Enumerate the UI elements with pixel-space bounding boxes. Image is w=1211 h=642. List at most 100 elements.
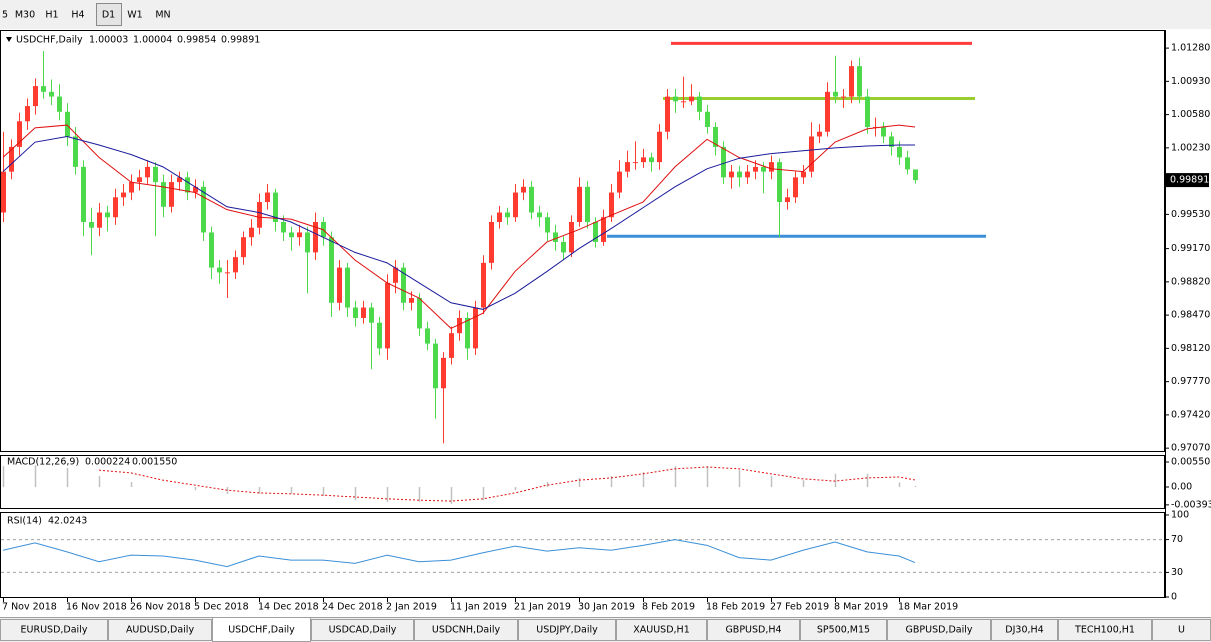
indicator-tick-label: 100: [1171, 510, 1189, 521]
timeframe-button[interactable]: H1: [45, 10, 58, 21]
chart-tab-label[interactable]: AUDUSD,Daily: [126, 625, 195, 636]
x-tick-label: 24 Dec 2018: [322, 602, 383, 613]
candle-body: [41, 86, 46, 92]
candle-body: [297, 232, 302, 238]
x-tick-label: 21 Jan 2019: [514, 602, 571, 613]
chart-tab: [887, 619, 991, 641]
chart-tab-label[interactable]: GBPUSD,Daily: [906, 625, 973, 636]
candle-body: [185, 177, 190, 193]
chart-tab-label[interactable]: GBPUSD,H4: [725, 625, 781, 636]
candle-body: [25, 106, 30, 122]
candle-body: [73, 136, 78, 167]
candle-body: [825, 91, 830, 132]
candle-body: [681, 101, 686, 103]
candle-body: [377, 322, 382, 349]
x-tick-label: 7 Nov 2018: [2, 602, 57, 613]
candle-body: [561, 241, 566, 253]
chart-tab-label[interactable]: USDCNH,Daily: [432, 625, 501, 636]
y-tick-label: 0.99170: [1171, 243, 1210, 254]
candle-body: [601, 217, 606, 242]
chart-tab-label[interactable]: XAUUSD,H1: [633, 625, 689, 636]
timeframe-button[interactable]: MN: [155, 10, 170, 21]
x-tick-label: 8 Mar 2019: [834, 602, 888, 613]
candle-body: [113, 197, 118, 218]
candle-body: [337, 267, 342, 303]
candle-body: [409, 298, 414, 303]
candle-body: [313, 221, 318, 253]
chart-tab-label[interactable]: U: [1178, 625, 1185, 636]
candle-body: [1, 171, 6, 213]
candle-body: [905, 157, 910, 170]
candle-body: [609, 192, 614, 218]
chart-tab: [800, 619, 887, 641]
chart-tab-label[interactable]: USDJPY,Daily: [536, 625, 598, 636]
candle-body: [393, 267, 398, 283]
chart-tab-label[interactable]: USDCHF,Daily: [228, 625, 295, 636]
candle-body: [513, 192, 518, 218]
candle-body: [777, 162, 782, 203]
timeframe-button[interactable]: H4: [71, 10, 84, 21]
candle-body: [361, 307, 366, 318]
candle-body: [889, 136, 894, 147]
candle-body: [65, 111, 70, 137]
timeframe-button[interactable]: W1: [127, 10, 142, 21]
ohlc-close: 0.99891: [221, 35, 260, 46]
candle-body: [729, 171, 734, 178]
candle-body: [353, 307, 358, 318]
y-tick-label: 1.00930: [1171, 76, 1210, 87]
toolbar-bg: [0, 0, 1211, 29]
candle-body: [913, 169, 918, 181]
candle-body: [569, 221, 574, 253]
candle-body: [721, 146, 726, 178]
candle-body: [129, 182, 134, 193]
candle-body: [89, 221, 94, 228]
macd-signal-value: 0.001550: [132, 457, 177, 468]
chart-tab-label[interactable]: SP500,M15: [817, 625, 870, 636]
rsi-line: [2, 539, 916, 568]
candle-body: [433, 343, 438, 389]
chart-tab: [414, 619, 518, 641]
timeframe-button[interactable]: M30: [15, 10, 35, 21]
candle-body: [145, 166, 150, 178]
moving-average-line: [2, 135, 915, 310]
x-tick-label: 30 Jan 2019: [578, 602, 635, 613]
candle-body: [649, 157, 654, 163]
candle-body: [529, 186, 534, 213]
timeframe-button[interactable]: 5: [2, 10, 8, 21]
x-tick-label: 11 Jan 2019: [450, 602, 507, 613]
current-price-tag: [1166, 173, 1209, 188]
candle-body: [177, 177, 182, 183]
candle-body: [33, 86, 38, 107]
chart-tab: [1058, 619, 1152, 641]
candle-body: [169, 182, 174, 207]
candle-body: [769, 162, 774, 172]
candle-body: [241, 237, 246, 258]
candle-body: [633, 162, 638, 164]
candle-body: [537, 212, 542, 218]
indicator-tick-label: 0: [1171, 592, 1177, 603]
chart-tab-label[interactable]: USDCAD,Daily: [329, 625, 397, 636]
candle-body: [385, 282, 390, 349]
candle-body: [153, 166, 158, 183]
y-tick-label: 1.00230: [1171, 142, 1210, 153]
candle-body: [257, 202, 262, 228]
rsi-title: RSI(14): [7, 516, 42, 527]
chart-tab-label[interactable]: DJ30,H4: [1005, 625, 1043, 636]
candle-body: [57, 96, 62, 112]
candle-body: [401, 267, 406, 303]
candle-body: [713, 126, 718, 147]
chart-tab-label[interactable]: EURUSD,Daily: [21, 625, 88, 636]
symbol-menu-arrow[interactable]: [6, 37, 12, 42]
chart-tab: [707, 619, 800, 641]
y-tick-label: 0.97420: [1171, 409, 1210, 420]
chart-title: USDCHF,Daily: [16, 35, 83, 46]
candle-body: [465, 317, 470, 349]
timeframe-button[interactable]: D1: [102, 10, 115, 21]
macd-title: MACD(12,26,9): [7, 457, 79, 468]
indicator-tick-label: 30: [1171, 567, 1183, 578]
ohlc-high: 1.00004: [133, 35, 172, 46]
chart-tab: [616, 619, 707, 641]
chart-tab-label[interactable]: TECH100,H1: [1074, 625, 1135, 636]
candle-body: [417, 298, 422, 329]
